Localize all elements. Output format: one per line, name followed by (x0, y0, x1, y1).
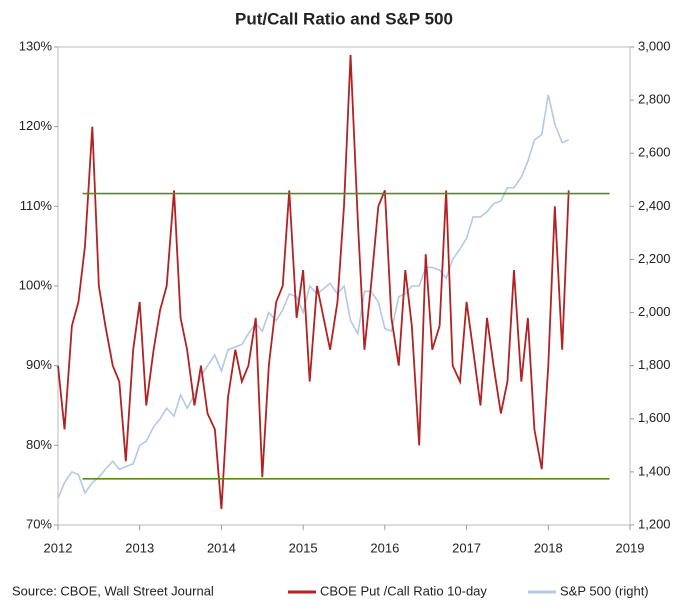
y-tick-label: 70% (26, 516, 52, 531)
y2-tick-label: 1,200 (638, 516, 671, 531)
x-tick-label: 2019 (616, 540, 645, 555)
x-tick-label: 2012 (44, 540, 73, 555)
y2-tick-label: 2,600 (638, 145, 671, 160)
y2-tick-label: 1,800 (638, 357, 671, 372)
y-tick-label: 130% (19, 38, 53, 53)
data-line (57, 94, 570, 499)
y2-tick-label: 1,400 (638, 463, 671, 478)
source-note: Source: CBOE, Wall Street Journal (12, 583, 214, 598)
y2-tick-label: 3,000 (638, 38, 671, 53)
y2-tick-label: 2,400 (638, 198, 671, 213)
y-tick-label: 100% (19, 277, 53, 292)
y-tick-label: 80% (26, 437, 52, 452)
legend-label: S&P 500 (right) (560, 583, 649, 598)
y-tick-label: 120% (19, 118, 53, 133)
x-tick-label: 2015 (289, 540, 318, 555)
legend-label: CBOE Put /Call Ratio 10-day (320, 583, 487, 598)
y-tick-label: 90% (26, 357, 52, 372)
chart-title: Put/Call Ratio and S&P 500 (235, 9, 453, 28)
x-tick-label: 2014 (207, 540, 236, 555)
x-tick-label: 2017 (452, 540, 481, 555)
y-tick-label: 110% (20, 198, 53, 213)
x-tick-label: 2013 (125, 540, 154, 555)
y2-tick-label: 2,200 (638, 251, 671, 266)
y2-tick-label: 1,600 (638, 410, 671, 425)
data-line (57, 54, 570, 510)
x-tick-label: 2018 (534, 540, 563, 555)
x-tick-label: 2016 (370, 540, 399, 555)
y2-tick-label: 2,800 (638, 92, 671, 107)
y2-tick-label: 2,000 (638, 304, 671, 319)
